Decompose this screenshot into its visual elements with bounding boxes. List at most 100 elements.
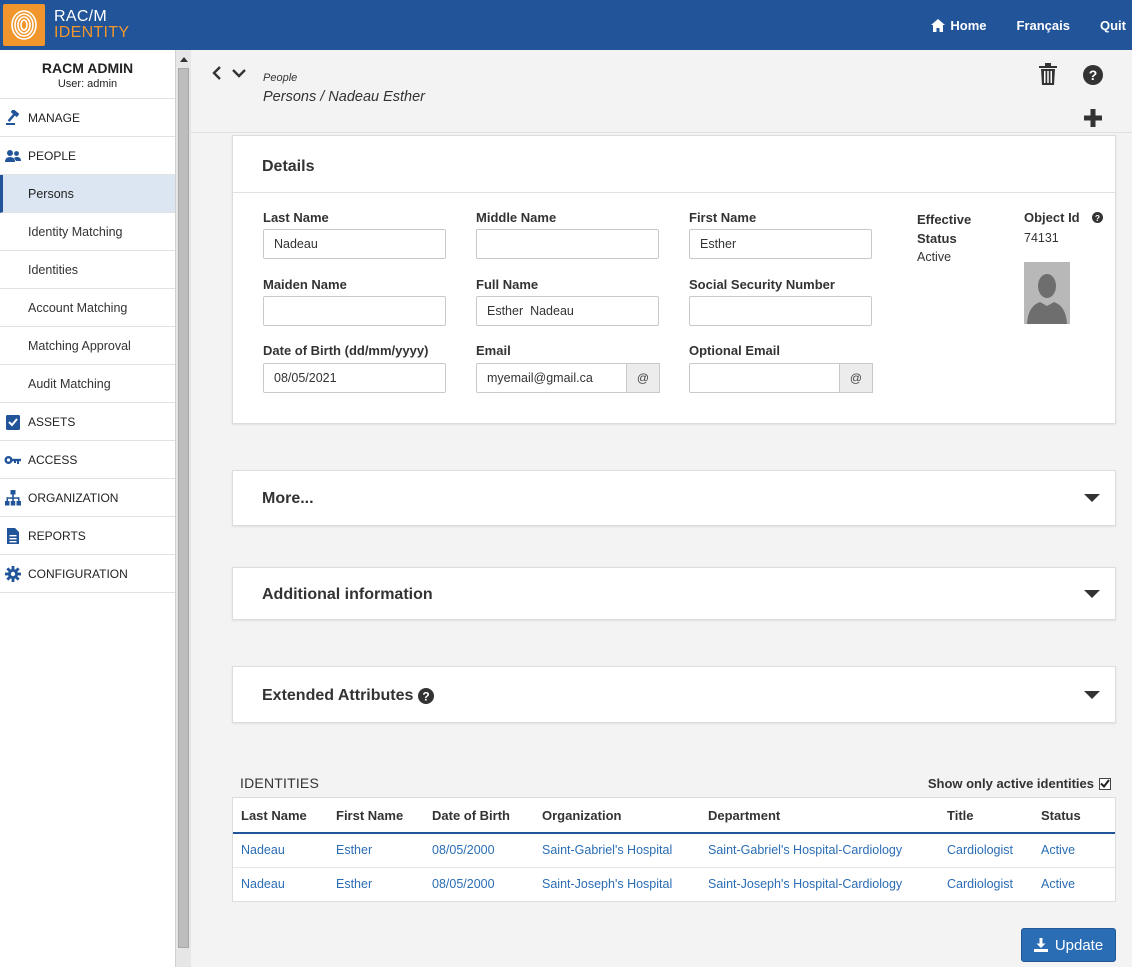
sidebar-subitem-identity-matching[interactable]: Identity Matching bbox=[0, 213, 175, 251]
column-header[interactable]: Department bbox=[700, 798, 939, 834]
sidebar-subitem-identities[interactable]: Identities bbox=[0, 251, 175, 289]
column-header[interactable]: Title bbox=[939, 798, 1033, 834]
home-link[interactable]: Home bbox=[931, 17, 987, 33]
ssn-field[interactable] bbox=[689, 296, 872, 326]
column-header[interactable]: Date of Birth bbox=[424, 798, 534, 834]
object-id-help-icon[interactable]: ? bbox=[1092, 211, 1103, 226]
dob-label: Date of Birth (dd/mm/yyyy) bbox=[263, 343, 429, 358]
table-cell[interactable]: Cardiologist bbox=[939, 833, 1033, 868]
language-link[interactable]: Français bbox=[1016, 17, 1070, 33]
column-header[interactable]: Last Name bbox=[233, 798, 328, 834]
dob-field[interactable]: 08/05/2021 bbox=[263, 363, 446, 393]
main-content: People Persons / Nadeau Esther ? Details… bbox=[191, 50, 1132, 967]
chevron-left-icon[interactable] bbox=[212, 66, 222, 83]
sidebar-header: RACM ADMIN User: admin bbox=[0, 50, 175, 99]
scrollbar-thumb[interactable] bbox=[178, 68, 189, 948]
table-cell[interactable]: Nadeau bbox=[233, 833, 328, 868]
middle-name-field[interactable] bbox=[476, 229, 659, 259]
column-header[interactable]: First Name bbox=[328, 798, 424, 834]
sidebar-subitem-matching-approval[interactable]: Matching Approval bbox=[0, 327, 175, 365]
chevron-down-icon[interactable] bbox=[1084, 494, 1100, 502]
table-cell[interactable]: 08/05/2000 bbox=[432, 877, 495, 892]
table-cell[interactable]: Saint-Joseph's Hospital-Cardiology bbox=[708, 877, 903, 892]
additional-information-panel[interactable]: Additional information bbox=[232, 567, 1116, 620]
full-name-field[interactable]: Esther Nadeau bbox=[476, 296, 659, 326]
table-cell[interactable]: Esther bbox=[328, 833, 424, 868]
table-row[interactable]: Nadeau Esther 08/05/2000 Saint-Gabriel's… bbox=[233, 833, 1115, 868]
sidebar-item-label: MANAGE bbox=[28, 110, 81, 125]
sidebar-item-assets[interactable]: ASSETS bbox=[0, 403, 175, 441]
help-icon[interactable]: ? bbox=[1083, 65, 1103, 88]
app-logo[interactable]: RAC/M IDENTITY bbox=[3, 4, 129, 46]
sidebar-item-organization[interactable]: ORGANIZATION bbox=[0, 479, 175, 517]
chevron-down-icon[interactable] bbox=[1084, 589, 1100, 598]
top-nav: Home Français Quit bbox=[931, 0, 1126, 50]
sidebar-item-people[interactable]: PEOPLE bbox=[0, 137, 175, 175]
only-active-toggle[interactable]: Show only active identities bbox=[928, 776, 1111, 791]
maiden-name-field[interactable] bbox=[263, 296, 446, 326]
object-id-value: 74131 bbox=[1024, 231, 1059, 245]
sidebar-item-label: ASSETS bbox=[28, 414, 76, 429]
table-cell[interactable]: Nadeau bbox=[241, 877, 285, 892]
only-active-checkbox[interactable] bbox=[1099, 777, 1111, 790]
quit-link[interactable]: Quit bbox=[1100, 17, 1126, 33]
nav-arrows bbox=[212, 66, 246, 83]
table-cell[interactable]: 08/05/2000 bbox=[424, 833, 534, 868]
breadcrumb: Persons / Nadeau Esther bbox=[263, 89, 426, 105]
effective-status-value: Active bbox=[917, 250, 952, 264]
chevron-down-icon[interactable] bbox=[1084, 690, 1100, 699]
sidebar: RACM ADMIN User: admin MANAGE PEOPLE Per… bbox=[0, 50, 175, 967]
email-field[interactable]: myemail@gmail.ca bbox=[476, 363, 627, 393]
extended-attributes-panel[interactable]: Extended Attributes ? bbox=[232, 666, 1116, 723]
home-label: Home bbox=[950, 17, 987, 33]
scroll-up-arrow-icon[interactable] bbox=[176, 52, 191, 66]
table-cell[interactable]: Esther bbox=[336, 877, 373, 892]
table-row[interactable]: Nadeau Esther 08/05/2000 Saint-Joseph's … bbox=[233, 867, 1115, 901]
identities-title: IDENTITIES bbox=[240, 775, 320, 791]
details-panel: Details Last Name Nadeau Middle Name Fir… bbox=[232, 135, 1116, 424]
update-button[interactable]: Update bbox=[1021, 928, 1116, 962]
sidebar-subitem-audit-matching[interactable]: Audit Matching bbox=[0, 365, 175, 403]
logo-line-1: RAC/M bbox=[54, 8, 108, 25]
middle-name-label: Middle Name bbox=[476, 210, 557, 225]
svg-text:?: ? bbox=[1089, 67, 1098, 83]
details-title: Details bbox=[262, 158, 315, 175]
table-cell[interactable]: Saint-Gabriel's Hospital bbox=[534, 833, 700, 868]
svg-text:?: ? bbox=[1095, 213, 1100, 223]
sidebar-item-access[interactable]: ACCESS bbox=[0, 441, 175, 479]
optional-email-at-button[interactable]: @ bbox=[840, 363, 873, 393]
identities-table: Last Name First Name Date of Birth Organ… bbox=[232, 797, 1116, 902]
optional-email-field[interactable] bbox=[689, 363, 840, 393]
table-cell[interactable]: Cardiologist bbox=[947, 877, 1014, 892]
sidebar-item-label: ACCESS bbox=[28, 452, 78, 467]
table-header-row: Last Name First Name Date of Birth Organ… bbox=[233, 798, 1115, 834]
logo-line-2: IDENTITY bbox=[54, 24, 130, 41]
key-icon bbox=[4, 451, 21, 468]
column-header[interactable]: Organization bbox=[534, 798, 700, 834]
more-panel[interactable]: More... bbox=[232, 470, 1116, 526]
last-name-field[interactable]: Nadeau bbox=[263, 229, 446, 259]
first-name-field[interactable]: Esther bbox=[689, 229, 872, 259]
first-name-label: First Name bbox=[689, 210, 757, 225]
sidebar-scrollbar[interactable] bbox=[175, 50, 191, 967]
maiden-name-label: Maiden Name bbox=[263, 277, 347, 292]
column-header[interactable]: Status bbox=[1033, 798, 1115, 834]
sidebar-item-manage[interactable]: MANAGE bbox=[0, 99, 175, 137]
sidebar-title: RACM ADMIN bbox=[41, 60, 134, 76]
last-name-label: Last Name bbox=[263, 210, 329, 225]
trash-icon[interactable] bbox=[1039, 63, 1057, 88]
extended-attributes-help-icon[interactable]: ? bbox=[418, 687, 435, 704]
only-active-label: Show only active identities bbox=[927, 776, 1094, 791]
update-label: Update bbox=[1054, 936, 1104, 954]
sidebar-subitem-persons[interactable]: Persons bbox=[0, 175, 175, 213]
add-icon[interactable] bbox=[1084, 109, 1102, 130]
sidebar-subitem-account-matching[interactable]: Account Matching bbox=[0, 289, 175, 327]
sidebar-item-reports[interactable]: REPORTS bbox=[0, 517, 175, 555]
table-cell[interactable]: Active bbox=[1033, 833, 1115, 868]
table-cell[interactable]: Active bbox=[1041, 877, 1076, 892]
table-cell[interactable]: Saint-Gabriel's Hospital-Cardiology bbox=[700, 833, 939, 868]
email-at-button[interactable]: @ bbox=[627, 363, 660, 393]
table-cell[interactable]: Saint-Joseph's Hospital bbox=[542, 877, 673, 892]
chevron-down-icon[interactable] bbox=[232, 66, 246, 83]
sidebar-item-configuration[interactable]: CONFIGURATION bbox=[0, 555, 175, 593]
